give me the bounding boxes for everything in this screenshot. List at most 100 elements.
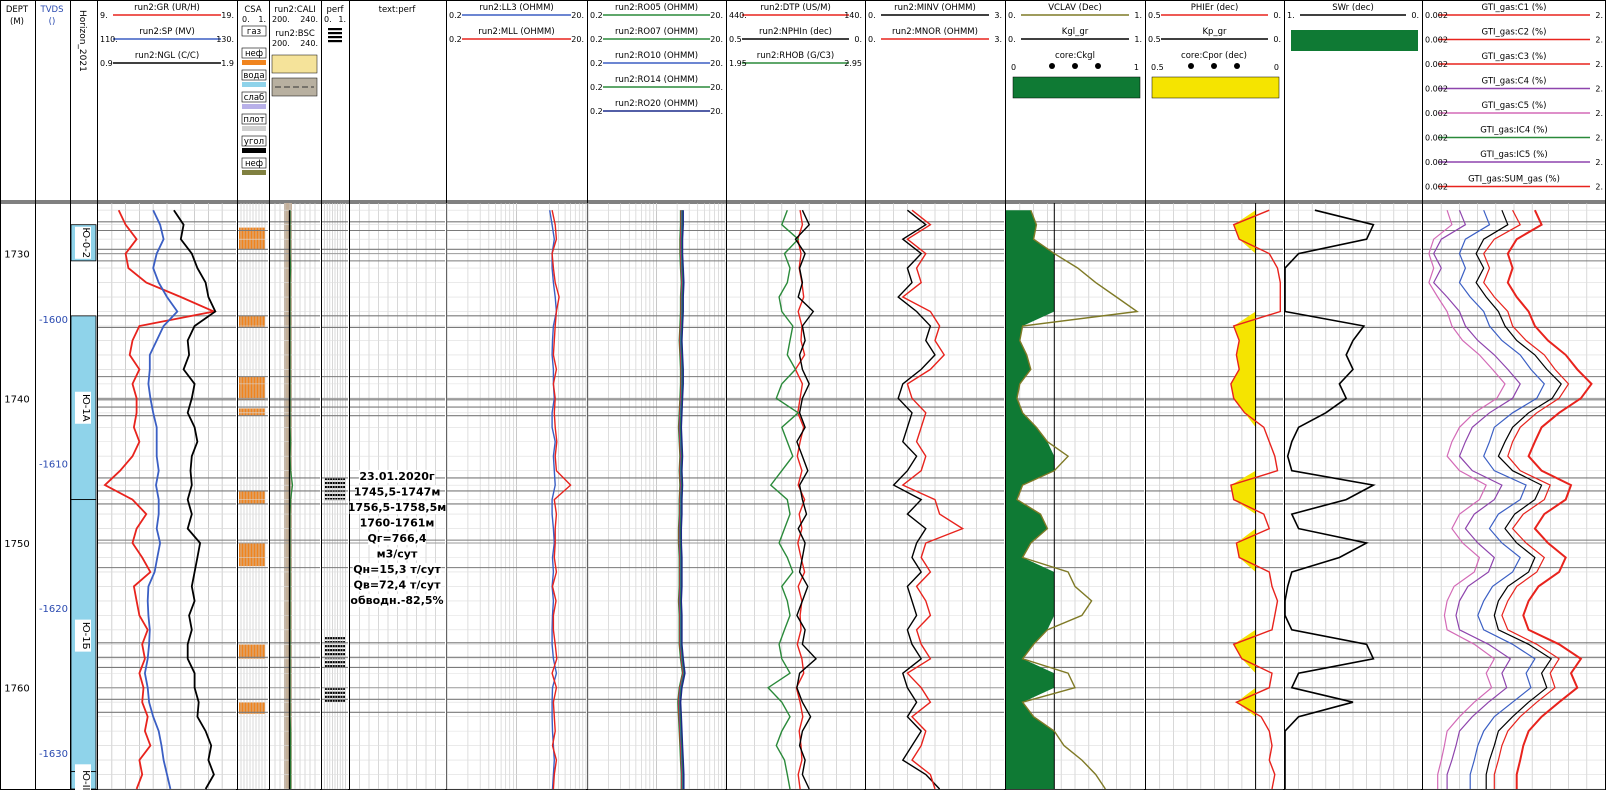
tvds-tick-label: -1630: [39, 749, 68, 760]
mnor-header: run2:MNOR (OHMM): [892, 27, 978, 37]
csa-legend-box: [241, 25, 267, 37]
curve-run2-gr: [103, 209, 217, 790]
curve-run2-mll: [551, 210, 572, 790]
horizon-zone-label: Ю-1А: [80, 394, 91, 422]
horizon-track-title: Horizon_2021: [77, 10, 87, 72]
track-grid: [238, 203, 268, 790]
scale-min: 0.: [868, 35, 876, 44]
horizon-label-bg: [75, 619, 91, 652]
text-track-title: text:perf: [379, 5, 417, 15]
ro05-header: run2:RO05 (OHMM): [615, 3, 698, 13]
scale-min: 0.2: [590, 59, 603, 68]
scale-max: 1.9: [221, 59, 234, 68]
perf-text-bg: [362, 516, 432, 530]
scale-max: 2.95: [844, 59, 862, 68]
scale-min: 0.002: [1425, 134, 1448, 143]
cali-title: run2:CALI: [274, 5, 316, 15]
swr-fill-legend: [1291, 30, 1418, 51]
gr-header: run2:GR (UR/H): [134, 3, 200, 13]
perf-text-line: Qв=72,4 т/сут: [354, 578, 442, 591]
curve-run2-ll3: [549, 210, 558, 790]
curve-swr: [1284, 209, 1376, 789]
c5-header: GTI_gas:C5 (%): [1482, 101, 1547, 111]
ckgl-header-title: core:Ckgl: [1055, 51, 1095, 61]
depth-tick-label: 1730: [4, 250, 29, 261]
c3-header: GTI_gas:C3 (%): [1482, 52, 1547, 62]
csa-legend-label: вода: [243, 71, 264, 81]
scale-min: 0.002: [1425, 60, 1448, 69]
scale-max: 20.: [710, 11, 723, 20]
depth-track-title: DEPT: [6, 5, 29, 15]
perf-text-bg: [352, 578, 442, 592]
scale-min: 0.: [868, 11, 876, 20]
cali-scale-min: 200.: [272, 15, 290, 24]
scale-max: 2.: [1595, 60, 1603, 69]
csa-oil-interval: [239, 490, 265, 504]
perf-legend-mark: [328, 32, 342, 35]
horizon-label-bg: [75, 391, 91, 424]
track-grid: [866, 203, 1004, 790]
scale-min: 0.002: [1425, 11, 1448, 20]
scale-max: 20.: [710, 83, 723, 92]
depth-tick-label: 1750: [4, 539, 29, 550]
scale-max: 0: [1274, 63, 1279, 72]
scale-min: 0.5: [729, 35, 742, 44]
tvds-tick-label: -1620: [39, 604, 68, 615]
core-marker: [1234, 63, 1240, 69]
scale-min: 0: [1011, 63, 1016, 72]
csa-legend-swatch: [242, 126, 266, 131]
cpor-header-title: core:Cpor (dec): [1181, 51, 1247, 61]
c4-header: GTI_gas:C4 (%): [1482, 77, 1547, 87]
scale-min: 0.: [1008, 11, 1016, 20]
perf-text-bg: [355, 485, 439, 499]
perf-scale-max: 1.: [338, 15, 346, 24]
perf-text-line: обводн.-82,5%: [350, 594, 443, 607]
csa-legend-label: неф: [245, 159, 263, 169]
kp-header: Kp_gr: [1202, 27, 1227, 37]
perf-text-bg: [374, 547, 420, 561]
vclav-fill-legend: [1012, 76, 1141, 99]
perf-scale-min: 0.: [324, 15, 332, 24]
horizon-zone-label: Ю-0-2: [80, 227, 91, 258]
horizon-label-bg: [75, 764, 91, 790]
perf-text-line: 1760-1761м: [360, 516, 435, 529]
scale-min: 0.002: [1425, 36, 1448, 45]
perf-text-bg: [358, 469, 436, 483]
curve-phier: [1230, 209, 1281, 790]
tvds-tick-label: -1610: [39, 459, 68, 470]
depth-tick-label: 1740: [4, 394, 29, 405]
csa-oil-interval: [239, 543, 265, 567]
core-marker: [1095, 63, 1101, 69]
scale-min: 0.002: [1425, 85, 1448, 94]
curve-gti-gas-c5: [1428, 210, 1506, 789]
core-marker: [1188, 63, 1194, 69]
dtp-header: run2:DTP (US/M): [760, 3, 831, 13]
ro07-header: run2:RO07 (OHMM): [615, 27, 698, 37]
perf-text-line: Qг=766,4: [367, 532, 426, 545]
curve-run2-sp: [143, 209, 179, 790]
scale-max: 3.: [994, 35, 1002, 44]
curve-gti-gas-c4: [1432, 209, 1521, 789]
perf-text-bg: [349, 500, 445, 514]
bsc-title: run2:BSC: [275, 29, 315, 39]
scale-max: 0.: [1411, 11, 1419, 20]
perf-text-bg: [352, 562, 442, 576]
sp-header: run2:SP (MV): [139, 27, 195, 37]
csa-legend-box: [241, 91, 267, 103]
swr-header: SWr (dec): [1332, 3, 1374, 13]
cali-scale-max: 240.: [300, 15, 318, 24]
scale-max: 2.: [1595, 183, 1603, 192]
scale-max: 2.: [1595, 11, 1603, 20]
nphi-header: run2:NPHIn (dec): [759, 27, 832, 37]
ic4-header: GTI_gas:IC4 (%): [1480, 126, 1547, 136]
cali-fill: [284, 203, 292, 789]
perf-text-line: м3/сут: [377, 547, 418, 560]
csa-legend-swatch: [242, 60, 266, 65]
scale-min: 0.5: [1148, 35, 1161, 44]
csa-legend-swatch: [242, 38, 266, 43]
scale-min: 0.2: [590, 107, 603, 116]
csa-legend-swatch: [242, 170, 266, 175]
csa-legend-box: [241, 69, 267, 81]
tvds-track-title: TVDS: [40, 5, 64, 15]
